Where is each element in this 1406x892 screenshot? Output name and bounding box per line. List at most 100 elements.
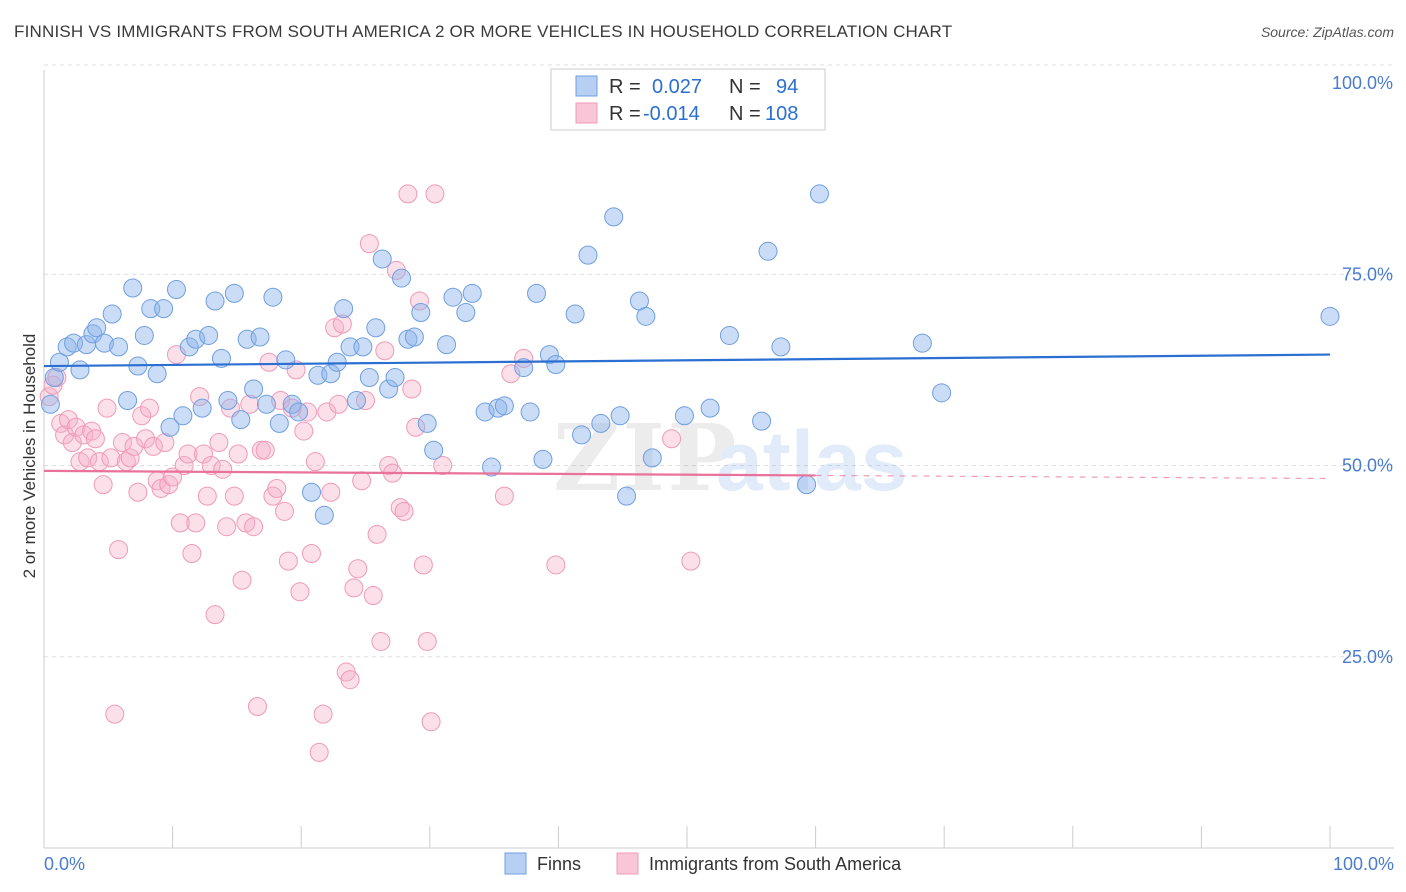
finns-point [520,402,540,422]
immigrants-point [271,390,291,410]
chart-title: FINNISH VS IMMIGRANTS FROM SOUTH AMERICA… [14,22,953,41]
finns-point [617,486,637,506]
finns-point [359,368,379,388]
immigrants-point [224,486,244,506]
finns-point [610,406,630,426]
immigrants-point [124,436,144,456]
bottom-legend-swatch-finns [504,852,527,875]
immigrants-point [309,742,329,762]
finns-point [565,304,585,324]
immigrants-point [217,517,237,537]
finns-point [932,383,952,403]
finns-point [256,394,276,414]
finns-point [642,448,662,468]
finns-point [289,402,309,422]
immigrants-point [359,234,379,254]
legend-n-label-finns: N = [729,76,761,98]
finns-point [719,325,739,345]
immigrants-point [321,482,341,502]
immigrants-point [128,482,148,502]
immigrants-point [78,448,98,468]
immigrants-point [97,398,117,418]
legend-r-value-immigrants: -0.014 [643,103,700,125]
finns-point [494,396,514,416]
finns-trend-line [43,353,1331,368]
y-tick-label-25: 25.0% [1342,647,1393,667]
finns-point [443,287,463,307]
immigrants-point [197,486,217,506]
finns-point [44,368,64,388]
immigrants-point [139,398,159,418]
immigrants-point [39,387,59,407]
immigrants-point [213,459,233,479]
immigrants-point [425,184,445,204]
immigrants-point [244,517,264,537]
immigrants-point [120,448,140,468]
immigrants-point [112,433,132,453]
immigrants-point [294,421,314,441]
y-axis-label: 2 or more Vehicles in Household [20,334,39,579]
finns-point [276,350,296,370]
finns-point [437,335,457,355]
x-tick-marks [43,826,1331,848]
immigrants-point [340,670,360,690]
finns-point [912,333,932,353]
finns-point [539,345,559,365]
immigrants-point [352,471,372,491]
immigrants-point [290,582,310,602]
finns-point [186,329,206,349]
legend-swatch-immigrants [575,102,598,124]
finns-point [514,358,534,378]
immigrants-point [109,540,129,560]
series-finns-points [40,184,1340,525]
immigrants-point [494,486,514,506]
finns-point [87,318,107,338]
immigrants-point [259,352,279,372]
immigrants-point [132,406,152,426]
trend-lines [43,353,1331,480]
finns-point [591,413,611,433]
immigrants-point [101,448,121,468]
immigrants-point [143,436,163,456]
finns-point [353,337,373,357]
finns-point [636,306,656,326]
immigrants-point [93,475,113,495]
series-legend: Finns Immigrants from South America [504,852,902,875]
svg-text:ZIP: ZIP [553,404,738,512]
finns-point [533,449,553,469]
immigrants-point [313,704,333,724]
bottom-legend-label-finns: Finns [537,854,581,874]
immigrants-point [62,433,82,453]
legend-swatch-finns [575,75,598,97]
immigrants-point [190,387,210,407]
finns-point [424,440,444,460]
finns-point [372,249,392,269]
immigrants-point [390,498,410,518]
y-tick-label-50: 50.0% [1342,456,1393,476]
bottom-legend-label-immigrants: Immigrants from South America [649,854,902,874]
finns-point [179,337,199,357]
finns-point [218,390,238,410]
x-tick-label-max: 100.0% [1333,854,1394,874]
finns-point [40,394,60,414]
finns-point [269,413,289,433]
finns-point [327,352,347,372]
legend-n-value-immigrants: 108 [765,103,798,125]
finns-point [475,402,495,422]
finns-point [527,283,547,303]
immigrants-point [186,513,206,533]
immigrants-point [136,429,156,449]
finns-point [1320,306,1340,326]
finns-point [301,482,321,502]
immigrants-point [344,578,364,598]
finns-point [771,337,791,357]
finns-point [166,280,186,300]
finns-point [417,413,437,433]
finns-point [366,318,386,338]
finns-point [462,283,482,303]
correlation-legend: R = 0.027 N = 94 R = -0.014 N = 108 [550,68,826,131]
finns-point [250,327,270,347]
immigrants-point [182,543,202,563]
finns-point [392,268,412,288]
